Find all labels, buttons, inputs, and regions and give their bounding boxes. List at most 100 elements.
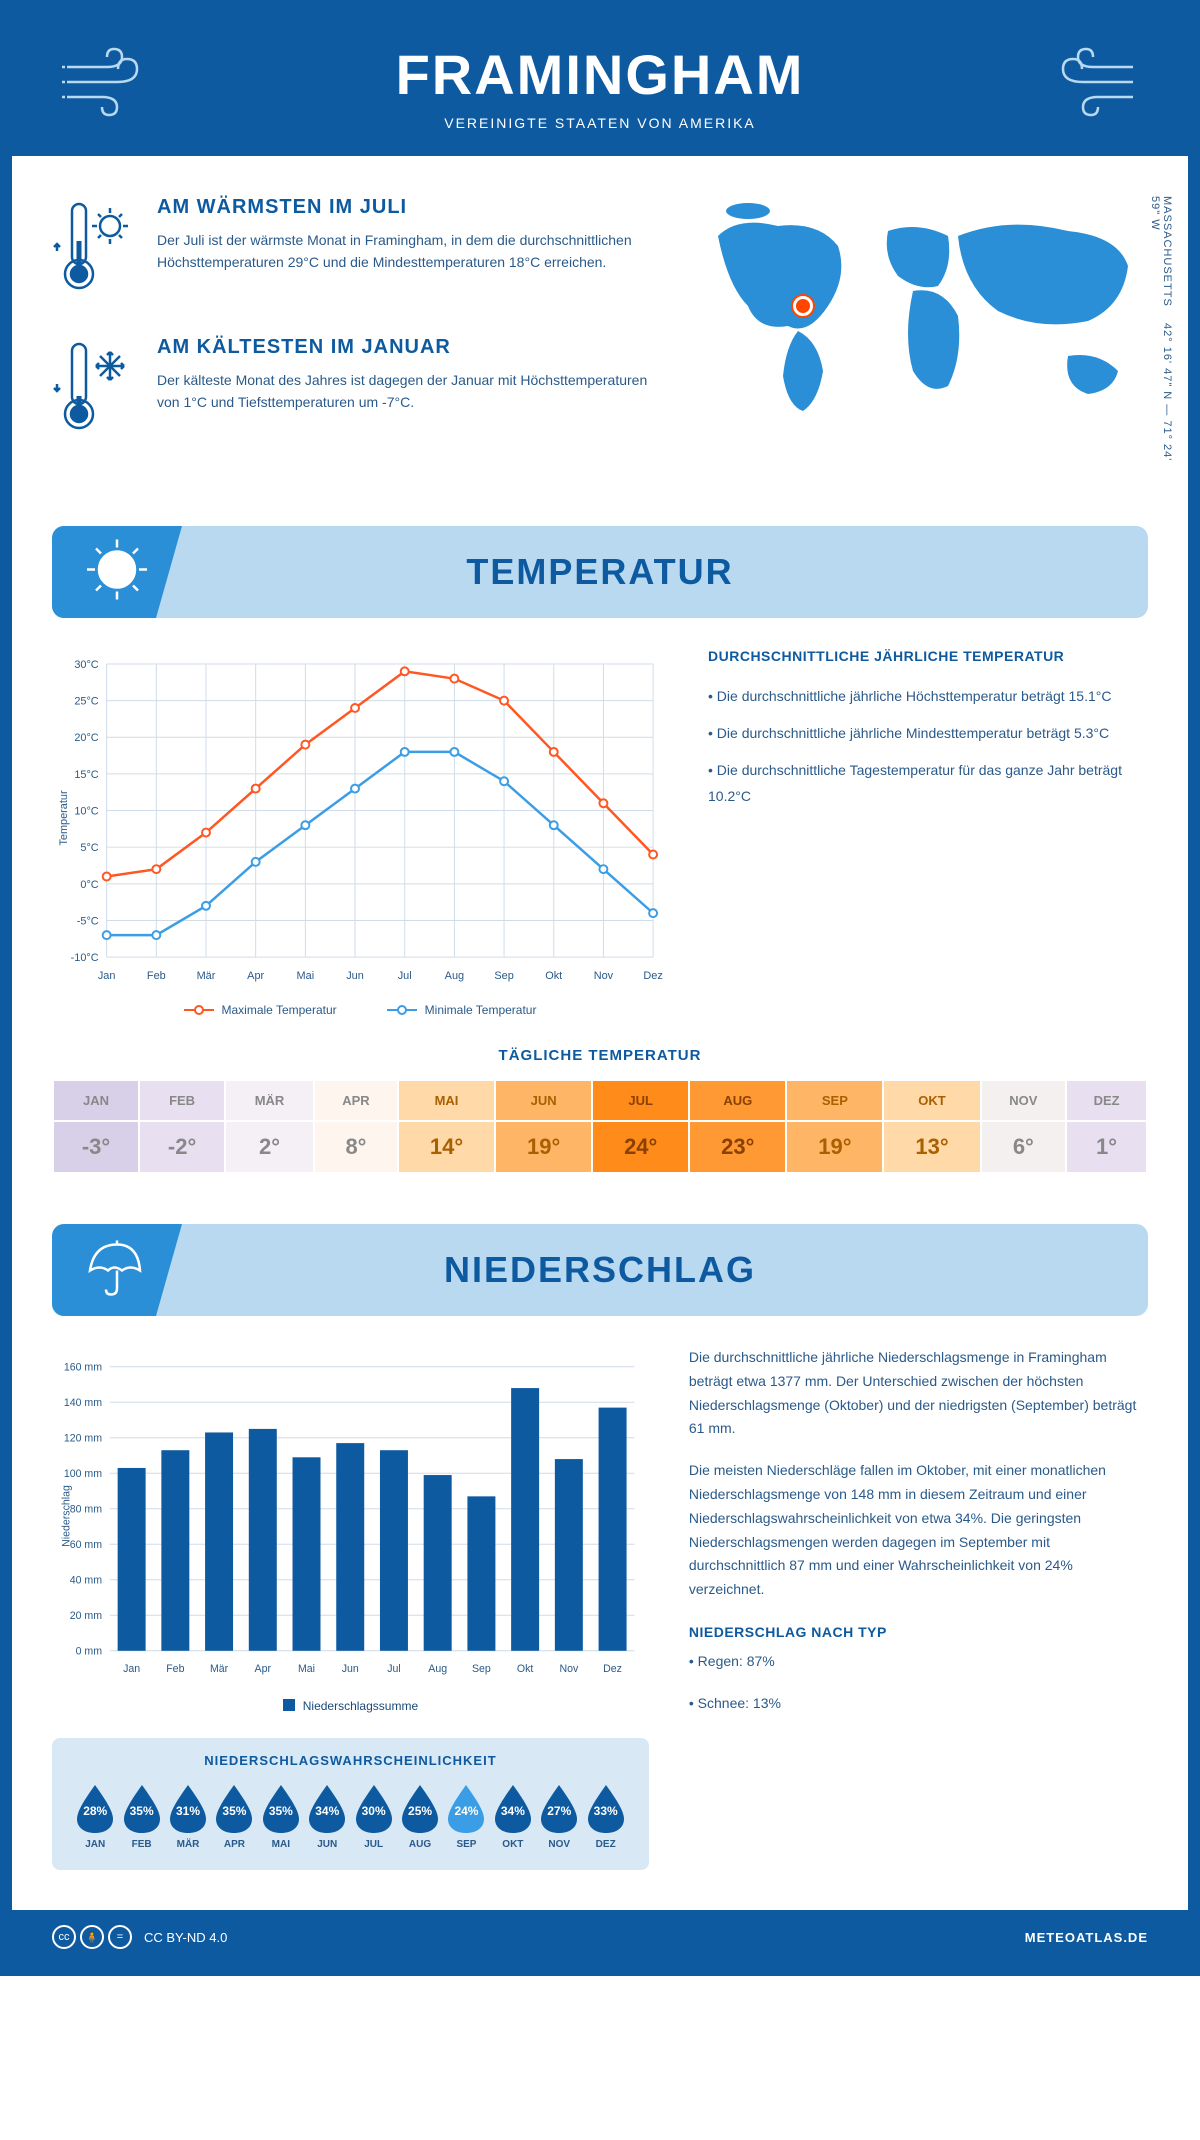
precipitation-text: Die durchschnittliche jährliche Niedersc… (689, 1346, 1148, 1870)
wind-icon-right (1048, 47, 1138, 122)
temp-table-header: SEP (786, 1080, 883, 1121)
temp-table-cell: 1° (1066, 1121, 1147, 1173)
svg-text:Mai: Mai (298, 1663, 315, 1675)
svg-text:Dez: Dez (603, 1663, 622, 1675)
svg-text:Okt: Okt (517, 1663, 534, 1675)
svg-text:60 mm: 60 mm (70, 1539, 103, 1551)
climate-facts: AM WÄRMSTEN IM JULI Der Juli ist der wär… (52, 196, 648, 476)
prob-drop: 34% OKT (490, 1783, 536, 1850)
svg-text:Temperatur: Temperatur (58, 790, 70, 846)
svg-text:Feb: Feb (147, 970, 166, 982)
world-map-icon (688, 196, 1148, 426)
svg-text:Mär: Mär (210, 1663, 229, 1675)
temp-table-header: APR (314, 1080, 398, 1121)
precip-type-1: • Regen: 87% (689, 1650, 1148, 1674)
temp-table-cell: 19° (495, 1121, 592, 1173)
temp-table-cell: 23° (689, 1121, 786, 1173)
svg-text:Nov: Nov (559, 1663, 579, 1675)
temp-table-cell: 19° (786, 1121, 883, 1173)
coldest-title: AM KÄLTESTEN IM JANUAR (157, 336, 648, 359)
prob-drop: 33% DEZ (582, 1783, 628, 1850)
prob-drop: 28% JAN (72, 1783, 118, 1850)
svg-text:80 mm: 80 mm (70, 1504, 103, 1516)
svg-text:Dez: Dez (643, 970, 662, 982)
temp-stat-2: • Die durchschnittliche jährliche Mindes… (708, 721, 1148, 746)
precip-type-2: • Schnee: 13% (689, 1692, 1148, 1716)
svg-text:0 mm: 0 mm (76, 1646, 103, 1658)
svg-text:20°C: 20°C (74, 732, 98, 744)
precipitation-section-header: NIEDERSCHLAG (52, 1224, 1148, 1316)
svg-text:Aug: Aug (428, 1663, 447, 1675)
temperature-heading: TEMPERATUR (82, 551, 1118, 593)
temperature-stats: DURCHSCHNITTLICHE JÄHRLICHE TEMPERATUR •… (708, 648, 1148, 1017)
location-marker-icon (793, 296, 813, 316)
prob-drop: 34% JUN (304, 1783, 350, 1850)
prob-drop: 31% MÄR (165, 1783, 211, 1850)
temp-table-cell: 24° (592, 1121, 689, 1173)
temp-table-header: MAI (398, 1080, 495, 1121)
temp-table-cell: -3° (53, 1121, 139, 1173)
prob-drop: 25% AUG (397, 1783, 443, 1850)
infographic-page: FRAMINGHAM VEREINIGTE STAATEN VON AMERIK… (0, 0, 1200, 1976)
svg-text:Feb: Feb (166, 1663, 184, 1675)
probability-title: NIEDERSCHLAGSWAHRSCHEINLICHKEIT (72, 1753, 629, 1768)
svg-text:Apr: Apr (255, 1663, 272, 1675)
prob-drop: 35% FEB (118, 1783, 164, 1850)
svg-text:100 mm: 100 mm (64, 1468, 102, 1480)
warmest-fact: AM WÄRMSTEN IM JULI Der Juli ist der wär… (52, 196, 648, 301)
temp-chart-legend: Maximale Temperatur Minimale Temperatur (52, 1003, 668, 1017)
temp-table-header: JUN (495, 1080, 592, 1121)
svg-text:140 mm: 140 mm (64, 1397, 102, 1409)
svg-text:-5°C: -5°C (77, 915, 99, 927)
svg-text:-10°C: -10°C (71, 952, 99, 964)
warmest-title: AM WÄRMSTEN IM JULI (157, 196, 648, 219)
warmest-body: Der Juli ist der wärmste Monat in Framin… (157, 229, 648, 274)
temp-stat-3: • Die durchschnittliche Tagestemperatur … (708, 758, 1148, 808)
svg-text:10°C: 10°C (74, 806, 98, 818)
cc-icon: cc (52, 1925, 76, 1949)
daily-temp-title: TÄGLICHE TEMPERATUR (52, 1047, 1148, 1064)
sun-icon (82, 535, 152, 610)
precipitation-content: 0 mm 20 mm 40 mm 60 mm 80 mm 100 mm 120 mm 140 … (52, 1346, 1148, 1870)
prob-drop: 24% SEP (443, 1783, 489, 1850)
precipitation-bar-chart: 0 mm 20 mm 40 mm 60 mm 80 mm 100 mm 120 mm 140 … (52, 1346, 649, 1713)
wind-icon-left (62, 47, 152, 122)
umbrella-icon (82, 1233, 152, 1308)
svg-text:20 mm: 20 mm (70, 1610, 103, 1622)
temp-table-cell: 13° (883, 1121, 980, 1173)
probability-box: NIEDERSCHLAGSWAHRSCHEINLICHKEIT 28% JAN … (52, 1738, 649, 1870)
temp-table-header: NOV (981, 1080, 1067, 1121)
svg-text:15°C: 15°C (74, 769, 98, 781)
svg-text:5°C: 5°C (80, 842, 98, 854)
temp-table-header: OKT (883, 1080, 980, 1121)
svg-text:Mär: Mär (197, 970, 216, 982)
svg-text:Sep: Sep (472, 1663, 491, 1675)
svg-text:40 mm: 40 mm (70, 1575, 103, 1587)
svg-text:120 mm: 120 mm (64, 1433, 102, 1445)
svg-text:25°C: 25°C (74, 696, 98, 708)
temp-table-header: DEZ (1066, 1080, 1147, 1121)
svg-text:Jun: Jun (342, 1663, 359, 1675)
temp-table-header: JUL (592, 1080, 689, 1121)
temperature-chart: -10°C-5°C0°C5°C10°C15°C20°C25°C30°CJanFe… (52, 648, 668, 1017)
footer-site: METEOATLAS.DE (1025, 1930, 1148, 1945)
svg-text:Jan: Jan (123, 1663, 140, 1675)
prob-drop: 35% MAI (258, 1783, 304, 1850)
prob-drop: 27% NOV (536, 1783, 582, 1850)
precipitation-heading: NIEDERSCHLAG (82, 1249, 1118, 1291)
temp-table-cell: 2° (225, 1121, 314, 1173)
svg-text:0°C: 0°C (80, 879, 98, 891)
precip-p1: Die durchschnittliche jährliche Niedersc… (689, 1346, 1148, 1441)
svg-text:Aug: Aug (445, 970, 464, 982)
coordinates-text: MASSACHUSETTS 42° 16' 47" N — 71° 24' 59… (1149, 196, 1173, 476)
by-icon: 🧍 (80, 1925, 104, 1949)
footer: cc 🧍 = CC BY-ND 4.0 METEOATLAS.DE (12, 1910, 1188, 1964)
country-subtitle: VEREINIGTE STAATEN VON AMERIKA (52, 115, 1148, 131)
world-map-area: MASSACHUSETTS 42° 16' 47" N — 71° 24' 59… (688, 196, 1148, 476)
thermometer-snow-icon (52, 336, 132, 441)
thermometer-sun-icon (52, 196, 132, 301)
prob-drop: 35% APR (211, 1783, 257, 1850)
prob-drop: 30% JUL (350, 1783, 396, 1850)
temp-table-header: AUG (689, 1080, 786, 1121)
temp-table-header: FEB (139, 1080, 225, 1121)
